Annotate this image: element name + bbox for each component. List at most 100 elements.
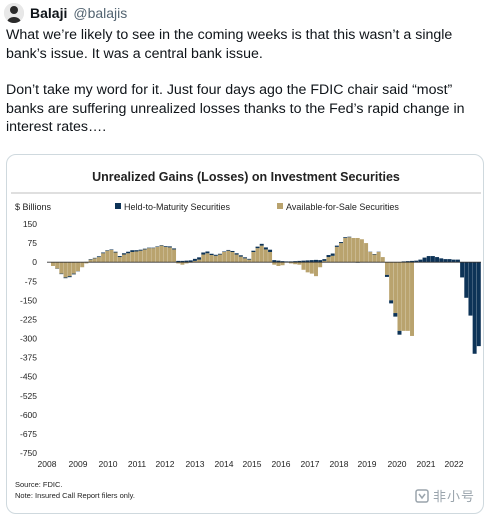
bar-afs bbox=[71, 262, 76, 274]
bar-htm bbox=[67, 276, 72, 278]
chart-source: Source: FDIC. bbox=[15, 480, 63, 489]
x-tick-label: 2022 bbox=[445, 459, 464, 469]
bar-afs bbox=[355, 237, 360, 263]
bar-afs bbox=[389, 262, 394, 301]
logo-icon bbox=[415, 488, 429, 503]
y-tick-label: -525 bbox=[20, 391, 37, 401]
bar-htm bbox=[330, 253, 335, 256]
chart: Unrealized Gains (Losses) on Investment … bbox=[11, 170, 481, 500]
bar-afs bbox=[205, 253, 210, 263]
y-tick-label: 75 bbox=[28, 238, 38, 248]
x-tick-label: 2016 bbox=[272, 459, 291, 469]
bar-htm bbox=[460, 262, 465, 278]
bar-htm bbox=[326, 255, 331, 258]
bar-afs bbox=[305, 262, 310, 273]
bar-afs bbox=[238, 256, 243, 263]
bar-afs bbox=[55, 262, 60, 269]
bar-afs bbox=[397, 262, 402, 331]
y-tick-label: -600 bbox=[20, 410, 37, 420]
bar-afs bbox=[96, 257, 101, 263]
bar-afs bbox=[268, 251, 273, 263]
bar-htm bbox=[272, 260, 277, 263]
bar-afs bbox=[159, 245, 164, 263]
watermark: 非小号 bbox=[415, 486, 475, 505]
bar-htm bbox=[305, 260, 310, 263]
y-tick-label: -750 bbox=[20, 448, 37, 458]
y-axis-label: $ Billions bbox=[15, 202, 52, 212]
bar-afs bbox=[213, 255, 218, 263]
bar-afs bbox=[121, 254, 126, 263]
bar-afs bbox=[318, 262, 323, 268]
bar-htm bbox=[422, 257, 427, 263]
bar-afs bbox=[334, 246, 339, 263]
bar-htm bbox=[476, 262, 481, 347]
bar-afs bbox=[255, 248, 260, 263]
bar-htm bbox=[172, 248, 177, 250]
bar-htm bbox=[71, 273, 76, 275]
bar-htm bbox=[117, 256, 122, 258]
bar-htm bbox=[155, 246, 160, 247]
bar-htm bbox=[142, 248, 147, 250]
bar-afs bbox=[92, 258, 97, 263]
x-tick-label: 2008 bbox=[38, 459, 57, 469]
bar-afs bbox=[234, 254, 239, 263]
bar-afs bbox=[243, 258, 248, 263]
y-tick-label: -675 bbox=[20, 429, 37, 439]
bar-afs bbox=[330, 255, 335, 263]
bar-htm bbox=[59, 273, 64, 275]
x-tick-label: 2010 bbox=[99, 459, 118, 469]
bar-afs bbox=[209, 255, 214, 263]
bar-afs bbox=[384, 262, 389, 275]
x-tick-label: 2018 bbox=[330, 459, 349, 469]
x-tick-label: 2015 bbox=[243, 459, 262, 469]
bar-htm bbox=[217, 253, 222, 255]
bar-htm bbox=[201, 252, 206, 255]
bar-htm bbox=[405, 261, 410, 263]
legend-swatch bbox=[277, 203, 283, 209]
bar-htm bbox=[322, 259, 327, 261]
display-name[interactable]: Balaji bbox=[30, 5, 68, 21]
bar-afs bbox=[297, 262, 302, 265]
x-tick-label: 2012 bbox=[156, 459, 175, 469]
bar-htm bbox=[121, 253, 126, 255]
bar-afs bbox=[147, 248, 151, 263]
bar-htm bbox=[188, 260, 193, 263]
bar-htm bbox=[426, 256, 431, 263]
bar-afs bbox=[247, 259, 252, 263]
bar-htm bbox=[105, 250, 110, 251]
bar-afs bbox=[372, 254, 377, 263]
bar-htm bbox=[414, 260, 419, 263]
bar-afs bbox=[88, 259, 93, 263]
user-handle[interactable]: @balajis bbox=[73, 5, 128, 21]
bar-htm bbox=[126, 251, 131, 254]
avatar[interactable] bbox=[4, 3, 24, 23]
y-tick-label: 150 bbox=[23, 219, 37, 229]
bar-afs bbox=[301, 262, 306, 270]
bar-afs bbox=[263, 249, 268, 263]
bar-htm bbox=[209, 253, 214, 256]
bar-afs bbox=[163, 246, 168, 263]
bar-afs bbox=[326, 257, 331, 263]
bar-htm bbox=[451, 259, 456, 263]
bar-htm bbox=[393, 313, 398, 317]
bar-htm bbox=[334, 245, 339, 247]
bar-htm bbox=[234, 253, 239, 255]
bar-htm bbox=[251, 250, 256, 252]
bar-htm bbox=[213, 254, 218, 256]
bar-htm bbox=[159, 245, 164, 246]
bar-afs bbox=[155, 246, 160, 263]
y-tick-label: -150 bbox=[20, 295, 37, 305]
bar-htm bbox=[163, 246, 168, 247]
bar-htm bbox=[247, 258, 252, 260]
bar-htm bbox=[280, 261, 285, 263]
bar-afs bbox=[180, 262, 185, 265]
y-tick-label: -450 bbox=[20, 372, 37, 382]
bar-htm bbox=[439, 258, 444, 263]
bar-htm bbox=[347, 236, 352, 238]
bar-htm bbox=[192, 258, 197, 261]
bar-afs bbox=[401, 262, 406, 331]
bar-afs bbox=[134, 251, 139, 263]
tweet-media-card[interactable]: Unrealized Gains (Losses) on Investment … bbox=[6, 154, 484, 514]
bar-htm bbox=[243, 257, 248, 259]
bar-afs bbox=[347, 237, 352, 263]
